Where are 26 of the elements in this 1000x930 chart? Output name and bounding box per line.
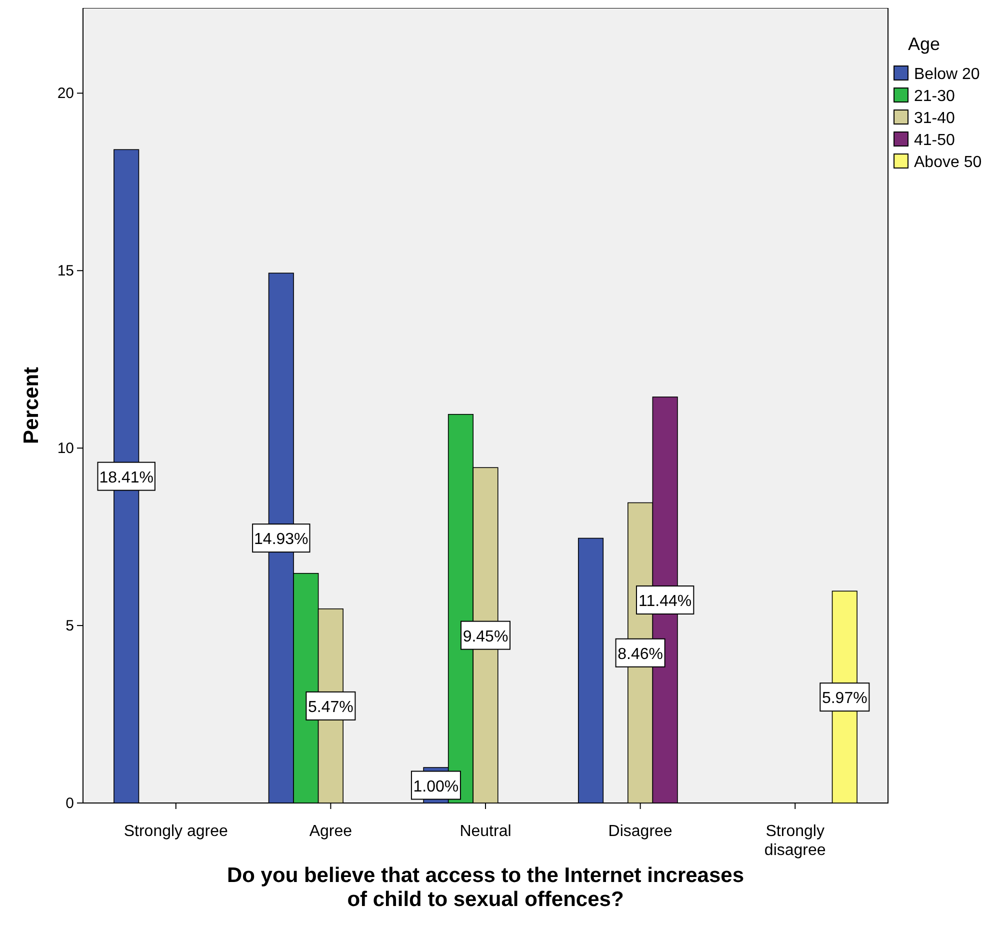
data-label: 8.46% xyxy=(618,646,663,663)
data-label: 14.93% xyxy=(254,531,308,548)
data-label: 18.41% xyxy=(99,469,154,486)
legend-title: Age xyxy=(908,34,940,54)
legend-label: Above 50 xyxy=(914,154,982,171)
x-tick-label: Strongly disagree xyxy=(764,823,826,859)
y-tick-label: 20 xyxy=(57,85,74,102)
x-tick-label: Agree xyxy=(309,823,352,840)
legend-label: 41-50 xyxy=(914,132,956,149)
x-axis-title: Do you believe that access to the Internet increases of child to sexual offences? xyxy=(226,864,744,911)
data-label: 9.45% xyxy=(462,628,508,646)
data-label: 5.97% xyxy=(822,690,868,708)
y-tick-label: 0 xyxy=(66,795,74,812)
x-tick-label: Strongly agree xyxy=(124,823,228,840)
y-tick-label: 15 xyxy=(57,262,74,280)
x-tick-label: Disagree xyxy=(608,823,672,840)
y-axis-title: Percent xyxy=(20,366,43,444)
y-tick-label: 10 xyxy=(57,440,74,458)
data-label: 11.44% xyxy=(638,592,692,610)
data-label: 1.00% xyxy=(413,778,459,796)
data-label: 5.47% xyxy=(308,698,354,716)
legend-label: 21-30 xyxy=(914,88,956,105)
legend-label: 31-40 xyxy=(914,110,956,127)
legend-label: Below 20 xyxy=(914,66,980,83)
y-tick-label: 5 xyxy=(66,618,74,635)
x-tick-label: Neutral xyxy=(460,823,512,840)
